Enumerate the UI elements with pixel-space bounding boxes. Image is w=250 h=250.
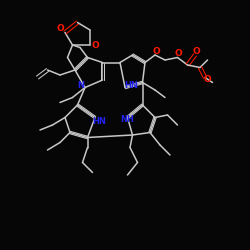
Text: NH: NH bbox=[120, 116, 134, 124]
Text: O: O bbox=[56, 24, 64, 33]
Text: O: O bbox=[91, 40, 99, 50]
Text: HN: HN bbox=[92, 117, 106, 126]
Text: O: O bbox=[175, 49, 182, 58]
Text: O: O bbox=[204, 76, 212, 84]
Text: N: N bbox=[78, 80, 85, 90]
Text: HN: HN bbox=[124, 80, 138, 90]
Text: O: O bbox=[192, 47, 200, 56]
Text: O: O bbox=[152, 47, 160, 56]
